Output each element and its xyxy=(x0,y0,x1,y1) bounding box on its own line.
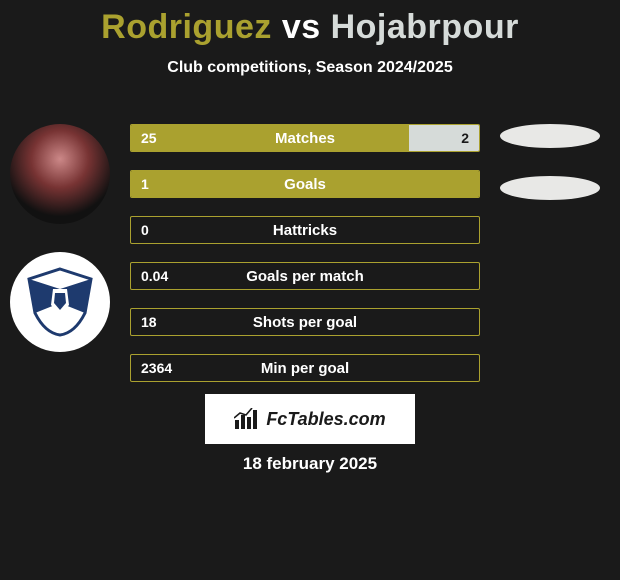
stat-row: 0Hattricks xyxy=(130,216,480,244)
subtitle: Club competitions, Season 2024/2025 xyxy=(0,59,620,77)
stat-row: 18Shots per goal xyxy=(130,308,480,336)
stat-row: 0.04Goals per match xyxy=(130,262,480,290)
stat-label: Goals xyxy=(131,171,479,197)
comparison-infographic: Rodriguez vs Hojabrpour Club competition… xyxy=(0,0,620,580)
club-shield-icon xyxy=(25,267,95,337)
stat-value-p2: 2 xyxy=(461,125,469,151)
stat-label: Shots per goal xyxy=(131,309,479,335)
stat-row: 1Goals xyxy=(130,170,480,198)
player2-avatar-placeholder xyxy=(500,124,600,148)
stat-label: Matches xyxy=(131,125,479,151)
brand-text: FcTables.com xyxy=(266,409,385,430)
vs-text: vs xyxy=(282,8,321,46)
player1-name: Rodriguez xyxy=(101,8,272,46)
left-avatars xyxy=(10,124,110,380)
stat-row: 25Matches2 xyxy=(130,124,480,152)
stat-bars: 25Matches2 1Goals 0Hattricks 0.04Goals per … xyxy=(130,124,480,400)
player2-name: Hojabrpour xyxy=(331,8,519,46)
stat-label: Hattricks xyxy=(131,217,479,243)
chart-bar-icon xyxy=(234,408,260,430)
stat-label: Min per goal xyxy=(131,355,479,381)
page-title: Rodriguez vs Hojabrpour xyxy=(0,0,620,47)
player2-club-placeholder xyxy=(500,176,600,200)
stat-row: 2364Min per goal xyxy=(130,354,480,382)
brand-badge: FcTables.com xyxy=(205,394,415,444)
player1-avatar xyxy=(10,124,110,224)
date-text: 18 february 2025 xyxy=(0,454,620,474)
stat-label: Goals per match xyxy=(131,263,479,289)
right-avatars xyxy=(500,124,600,228)
player1-club-badge xyxy=(10,252,110,352)
